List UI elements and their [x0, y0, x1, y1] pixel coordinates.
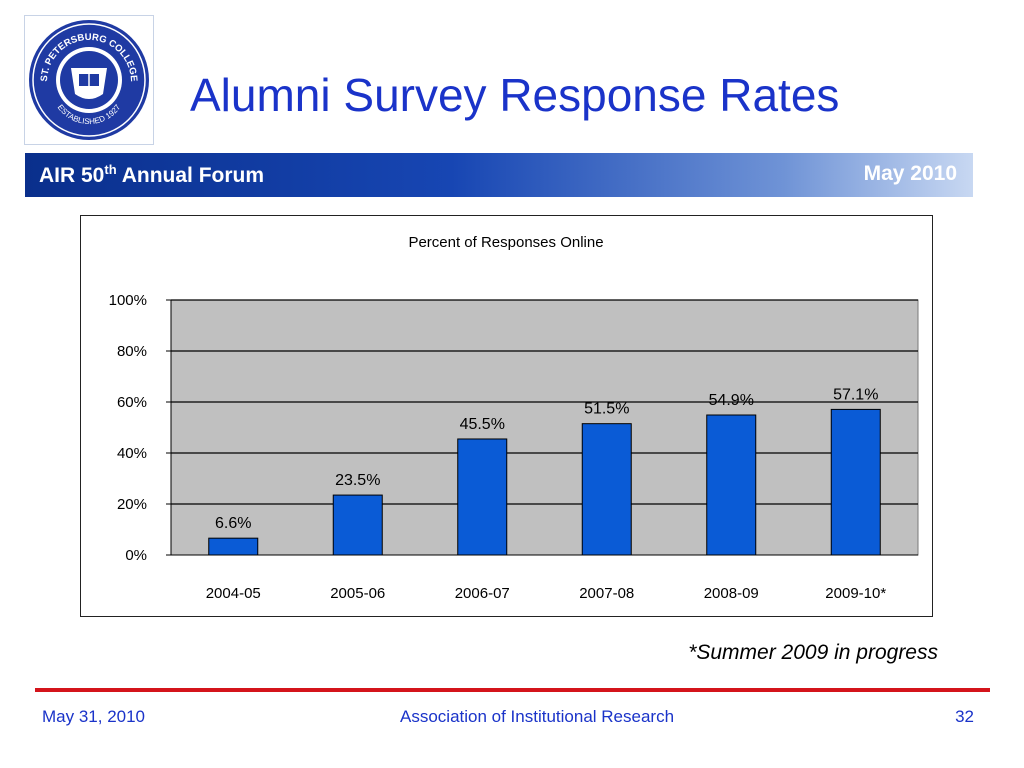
y-tick-label: 0% — [125, 547, 147, 564]
banner-date: May 2010 — [863, 162, 957, 185]
footnote: *Summer 2009 in progress — [688, 641, 938, 664]
data-label: 23.5% — [335, 472, 380, 489]
footer-organization: Association of Institutional Research — [400, 707, 675, 726]
footer-divider — [35, 688, 990, 692]
y-tick-label: 80% — [117, 343, 147, 360]
bar — [208, 537, 259, 556]
data-label: 54.9% — [709, 392, 754, 409]
y-tick-label: 60% — [117, 394, 147, 411]
chart-container: Percent of Responses Online 0% 20% 40% 60% 80… — [80, 215, 933, 617]
page-number: 32 — [955, 707, 974, 726]
plot-area — [170, 299, 919, 556]
y-tick-label: 20% — [117, 496, 147, 513]
x-tick-label: 2009-10* — [825, 585, 886, 602]
x-tick-label: 2006-07 — [455, 585, 510, 602]
forum-prefix: AIR 50 — [39, 164, 105, 187]
footer-date: May 31, 2010 — [42, 707, 146, 726]
forum-label: AIR 50th Annual Forum — [39, 162, 264, 188]
page-title: Alumni Survey Response Rates — [190, 69, 840, 121]
bar — [332, 494, 383, 556]
bar — [457, 438, 508, 556]
forum-suffix: Annual Forum — [116, 164, 265, 187]
x-tick-label: 2004-05 — [206, 585, 261, 602]
x-tick-label: 2008-09 — [704, 585, 759, 602]
forum-banner: AIR 50th Annual Forum May 2010 — [25, 153, 973, 197]
forum-superscript: th — [104, 162, 117, 177]
college-seal-icon: ST. PETERSBURG COLLEGE ESTABLISHED 1927 — [29, 20, 149, 140]
x-tick-label: 2007-08 — [579, 585, 634, 602]
data-label: 45.5% — [460, 416, 505, 433]
data-label: 51.5% — [584, 401, 629, 418]
data-label: 57.1% — [833, 386, 878, 403]
y-tick-label: 100% — [109, 292, 147, 309]
bar — [706, 414, 757, 556]
bar — [830, 408, 881, 556]
data-label: 6.6% — [215, 515, 251, 532]
college-logo: ST. PETERSBURG COLLEGE ESTABLISHED 1927 — [24, 15, 154, 145]
y-tick-label: 40% — [117, 445, 147, 462]
bar — [581, 423, 632, 556]
bar-chart: Percent of Responses Online 0% 20% 40% 60% 80… — [109, 234, 919, 602]
x-tick-label: 2005-06 — [330, 585, 385, 602]
chart-title: Percent of Responses Online — [408, 234, 603, 251]
